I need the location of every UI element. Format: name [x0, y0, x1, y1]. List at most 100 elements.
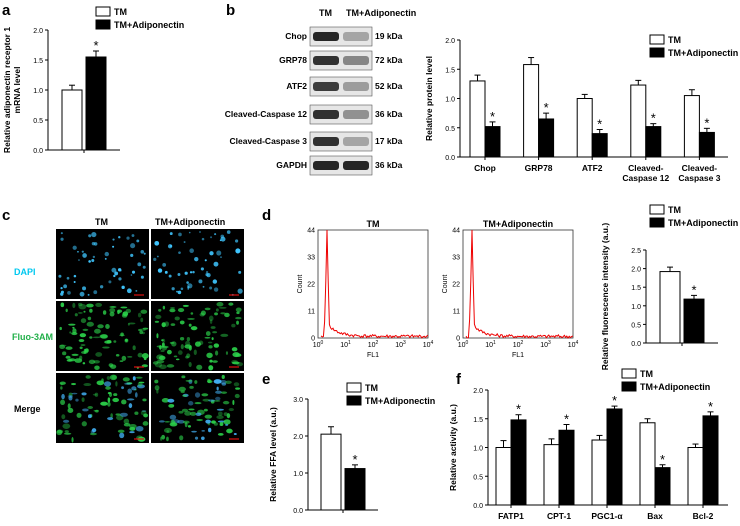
micrograph-dapi-signal [189, 248, 194, 253]
micrograph-merge-signal [107, 397, 111, 403]
blot-kda-label: 36 kDa [375, 109, 403, 119]
micrograph-merge-signal [123, 423, 131, 427]
micrograph-dapi-signal [108, 280, 112, 284]
micrograph-merge-signal [233, 433, 237, 436]
micrograph-merge-signal [90, 430, 95, 434]
micrograph-merge-signal [119, 432, 125, 439]
micrograph-dapi-signal [213, 261, 219, 267]
micrograph-fluo-signal [59, 344, 66, 349]
micrograph-merge-signal [123, 418, 130, 425]
y-tick-label: 0.0 [445, 155, 455, 162]
bar-tm [523, 64, 540, 158]
micrograph-dapi-signal [187, 288, 190, 290]
blot-protein-label: Chop [285, 31, 307, 41]
micrograph-fluo-signal [162, 305, 166, 310]
micrograph-merge-signal [60, 386, 63, 390]
micrograph-merge-signal [143, 413, 149, 418]
micrograph-fluo-signal [119, 360, 124, 362]
micrograph-merge-signal [135, 376, 143, 379]
micrograph-fluo-signal [186, 336, 191, 342]
micrograph-merge-signal [216, 386, 219, 391]
x-category-label: Chop [474, 163, 496, 173]
micrograph-dapi-signal [189, 271, 193, 274]
micrograph-merge-signal [63, 419, 70, 423]
micrograph-row-merge: Merge [14, 404, 41, 414]
micrograph-fluo-signal [109, 311, 115, 317]
micrograph-fluo-signal [88, 359, 96, 365]
micrograph-col-tm: TM [95, 217, 108, 227]
micrograph-merge-signal [167, 398, 175, 403]
micrograph-dapi-signal [131, 234, 135, 237]
micrograph-fluo-signal [220, 333, 229, 337]
micrograph-merge-signal [208, 399, 216, 402]
micrograph-merge-signal [81, 392, 87, 396]
micrograph-fluo-signal [77, 302, 83, 307]
bar-tm-adiponectin [510, 419, 527, 506]
micrograph-dapi-signal [220, 236, 226, 242]
micrograph-dapi-signal [111, 267, 117, 273]
micrograph-dapi-signal [60, 232, 63, 235]
micrograph-fluo-signal [207, 341, 213, 344]
micrograph-fluo-signal [99, 334, 108, 339]
blot-band-tm-adiponectin [343, 110, 369, 119]
micrograph-dapi-signal [82, 253, 87, 258]
micrograph-merge-signal [122, 377, 130, 382]
micrograph-fluo-signal [102, 310, 107, 315]
micrograph-merge-signal [142, 421, 149, 426]
micrograph-merge-signal [128, 403, 133, 409]
bar-tm [659, 271, 681, 344]
histogram-x-tick: 101 [340, 340, 351, 349]
micrograph-fluo-signal [175, 358, 180, 361]
micrograph-dapi-signal [99, 285, 104, 289]
bar-tm [687, 447, 704, 506]
micrograph-fluo-signal [137, 352, 143, 358]
micrograph-merge-signal [207, 378, 211, 384]
micrograph-dapi [151, 229, 244, 299]
blot-band-tm-adiponectin [343, 32, 369, 41]
micrograph-fluo-signal [159, 345, 162, 350]
micrograph-dapi-signal [235, 239, 239, 243]
micrograph-dapi-signal [113, 274, 116, 278]
micrograph-merge-signal [59, 381, 66, 385]
histogram-y-tick: 33 [307, 255, 315, 262]
micrograph-dapi-signal [91, 231, 97, 238]
micrograph-fluo-signal [139, 330, 144, 335]
micrograph-dapi-signal [216, 250, 222, 256]
micrograph-fluo-signal [127, 355, 133, 358]
micrograph-fluo-signal [213, 343, 220, 348]
micrograph-fluo-signal [80, 344, 86, 346]
micrograph-fluo-signal [196, 364, 203, 370]
micrograph-fluo-signal [93, 360, 100, 364]
y-axis-label: Relative fluorescence intensity (a.u.) [600, 223, 610, 371]
micrograph-dapi-signal [157, 255, 159, 258]
micrograph-fluo-signal [65, 346, 73, 350]
blot-strip [309, 131, 373, 152]
micrograph-merge-signal [134, 411, 139, 415]
histogram-y-tick: 22 [307, 282, 315, 289]
micrograph-fluo-signal [209, 359, 213, 363]
micrograph-merge-signal [89, 432, 97, 436]
micrograph-fluo-signal [161, 322, 166, 328]
micrograph-dapi-signal [154, 240, 160, 246]
micrograph-fluo-signal [188, 323, 192, 327]
micrograph-dapi-signal [209, 251, 214, 256]
micrograph-merge-signal [189, 411, 197, 416]
micrograph-dapi-signal [183, 241, 186, 244]
bar-tm-adiponectin [538, 118, 555, 158]
micrograph-merge-signal [219, 379, 227, 384]
legend-label: TM+Adiponectin [114, 20, 184, 30]
micrograph-merge-signal [136, 435, 143, 441]
micrograph-merge-signal [87, 414, 92, 419]
micrograph-dapi-signal [214, 233, 217, 236]
micrograph-merge-signal [170, 419, 176, 425]
micrograph-fluo-signal [236, 362, 244, 367]
micrograph-dapi-signal [237, 288, 243, 294]
bar-tm [683, 95, 700, 158]
micrograph-dapi-signal [169, 232, 173, 236]
y-tick-label: 1.5 [445, 67, 455, 74]
histogram-x-tick: 104 [423, 340, 434, 349]
bar-tm-adiponectin [683, 298, 705, 344]
y-tick-label: 2.0 [33, 28, 43, 35]
histogram-y-label: Count [442, 275, 449, 294]
micrograph-fluo-signal [59, 344, 67, 347]
